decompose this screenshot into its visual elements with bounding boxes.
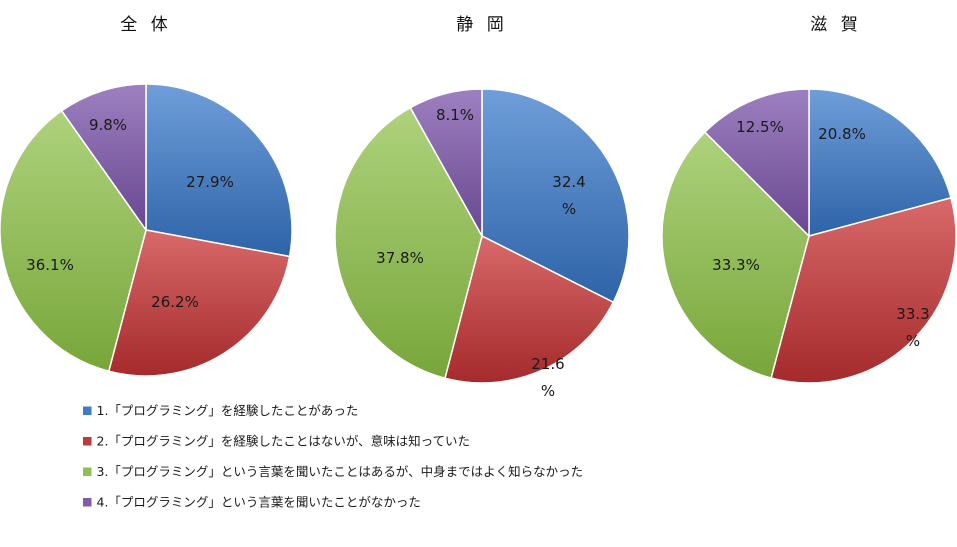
chart-title: 静 岡 bbox=[456, 15, 507, 35]
data-label-3: 37.8% bbox=[376, 249, 424, 267]
data-label-1: 32.4% bbox=[552, 173, 585, 218]
legend-label: 4.「プログラミング」という言葉を聞いたことがなかった bbox=[97, 495, 421, 510]
pie-slice-3 bbox=[661, 131, 810, 379]
legend-swatch bbox=[83, 467, 92, 476]
pie-slice-4 bbox=[60, 83, 147, 233]
data-label-2: 21.6% bbox=[531, 355, 564, 400]
legend-swatch bbox=[83, 437, 92, 446]
data-label-1: 27.9% bbox=[186, 173, 234, 191]
data-label-2: 33.3% bbox=[896, 305, 929, 350]
legend-item-2: 2.「プログラミング」を経験したことはないが、意味は知っていた bbox=[83, 434, 470, 449]
pie-chart-2: 静 岡 32.4 % 21.6 % 37.8% 8.1% bbox=[334, 15, 630, 400]
data-label-3: 33.3% bbox=[712, 256, 760, 274]
pie-slice-2 bbox=[444, 234, 615, 384]
pie-slice-4 bbox=[703, 88, 810, 238]
legend-swatch bbox=[83, 498, 92, 507]
chart-title: 滋 賀 bbox=[810, 15, 861, 35]
pie-slice-2 bbox=[770, 196, 957, 384]
legend-label: 1.「プログラミング」を経験したことがあった bbox=[97, 403, 359, 418]
pie-slice-3 bbox=[0, 109, 147, 373]
data-label-4: 12.5% bbox=[736, 118, 784, 136]
pie-slice-1 bbox=[481, 88, 630, 304]
chart-title: 全 体 bbox=[120, 15, 171, 35]
data-label-2: 26.2% bbox=[151, 293, 199, 311]
legend: 1.「プログラミング」を経験したことがあった 2.「プログラミング」を経験したこと… bbox=[83, 403, 583, 510]
legend-swatch bbox=[83, 406, 92, 415]
pie-slice-1 bbox=[145, 83, 293, 258]
data-label-1: 20.8% bbox=[818, 125, 866, 143]
legend-label: 3.「プログラミング」という言葉を聞いたことはあるが、中身まではよく知らなかった bbox=[97, 464, 584, 479]
legend-item-4: 4.「プログラミング」という言葉を聞いたことがなかった bbox=[83, 495, 421, 510]
legend-item-3: 3.「プログラミング」という言葉を聞いたことはあるが、中身まではよく知らなかった bbox=[83, 464, 583, 479]
pie-chart-1: 全 体 27.9% 26.2% 36.1% 9.8% bbox=[0, 15, 293, 377]
legend-item-1: 1.「プログラミング」を経験したことがあった bbox=[83, 403, 358, 418]
pie-slice-1 bbox=[808, 88, 952, 237]
data-label-4: 9.8% bbox=[89, 116, 127, 134]
pie-slice-3 bbox=[334, 106, 483, 380]
pie-chart-3: 滋 賀 20.8% 33.3 % 33.3% 12.5% bbox=[661, 15, 957, 384]
pie-slice-4 bbox=[409, 88, 483, 239]
data-label-4: 8.1% bbox=[436, 106, 474, 124]
pie-slice-2 bbox=[107, 229, 291, 377]
legend-label: 2.「プログラミング」を経験したことはないが、意味は知っていた bbox=[97, 434, 471, 449]
data-label-3: 36.1% bbox=[26, 256, 74, 274]
